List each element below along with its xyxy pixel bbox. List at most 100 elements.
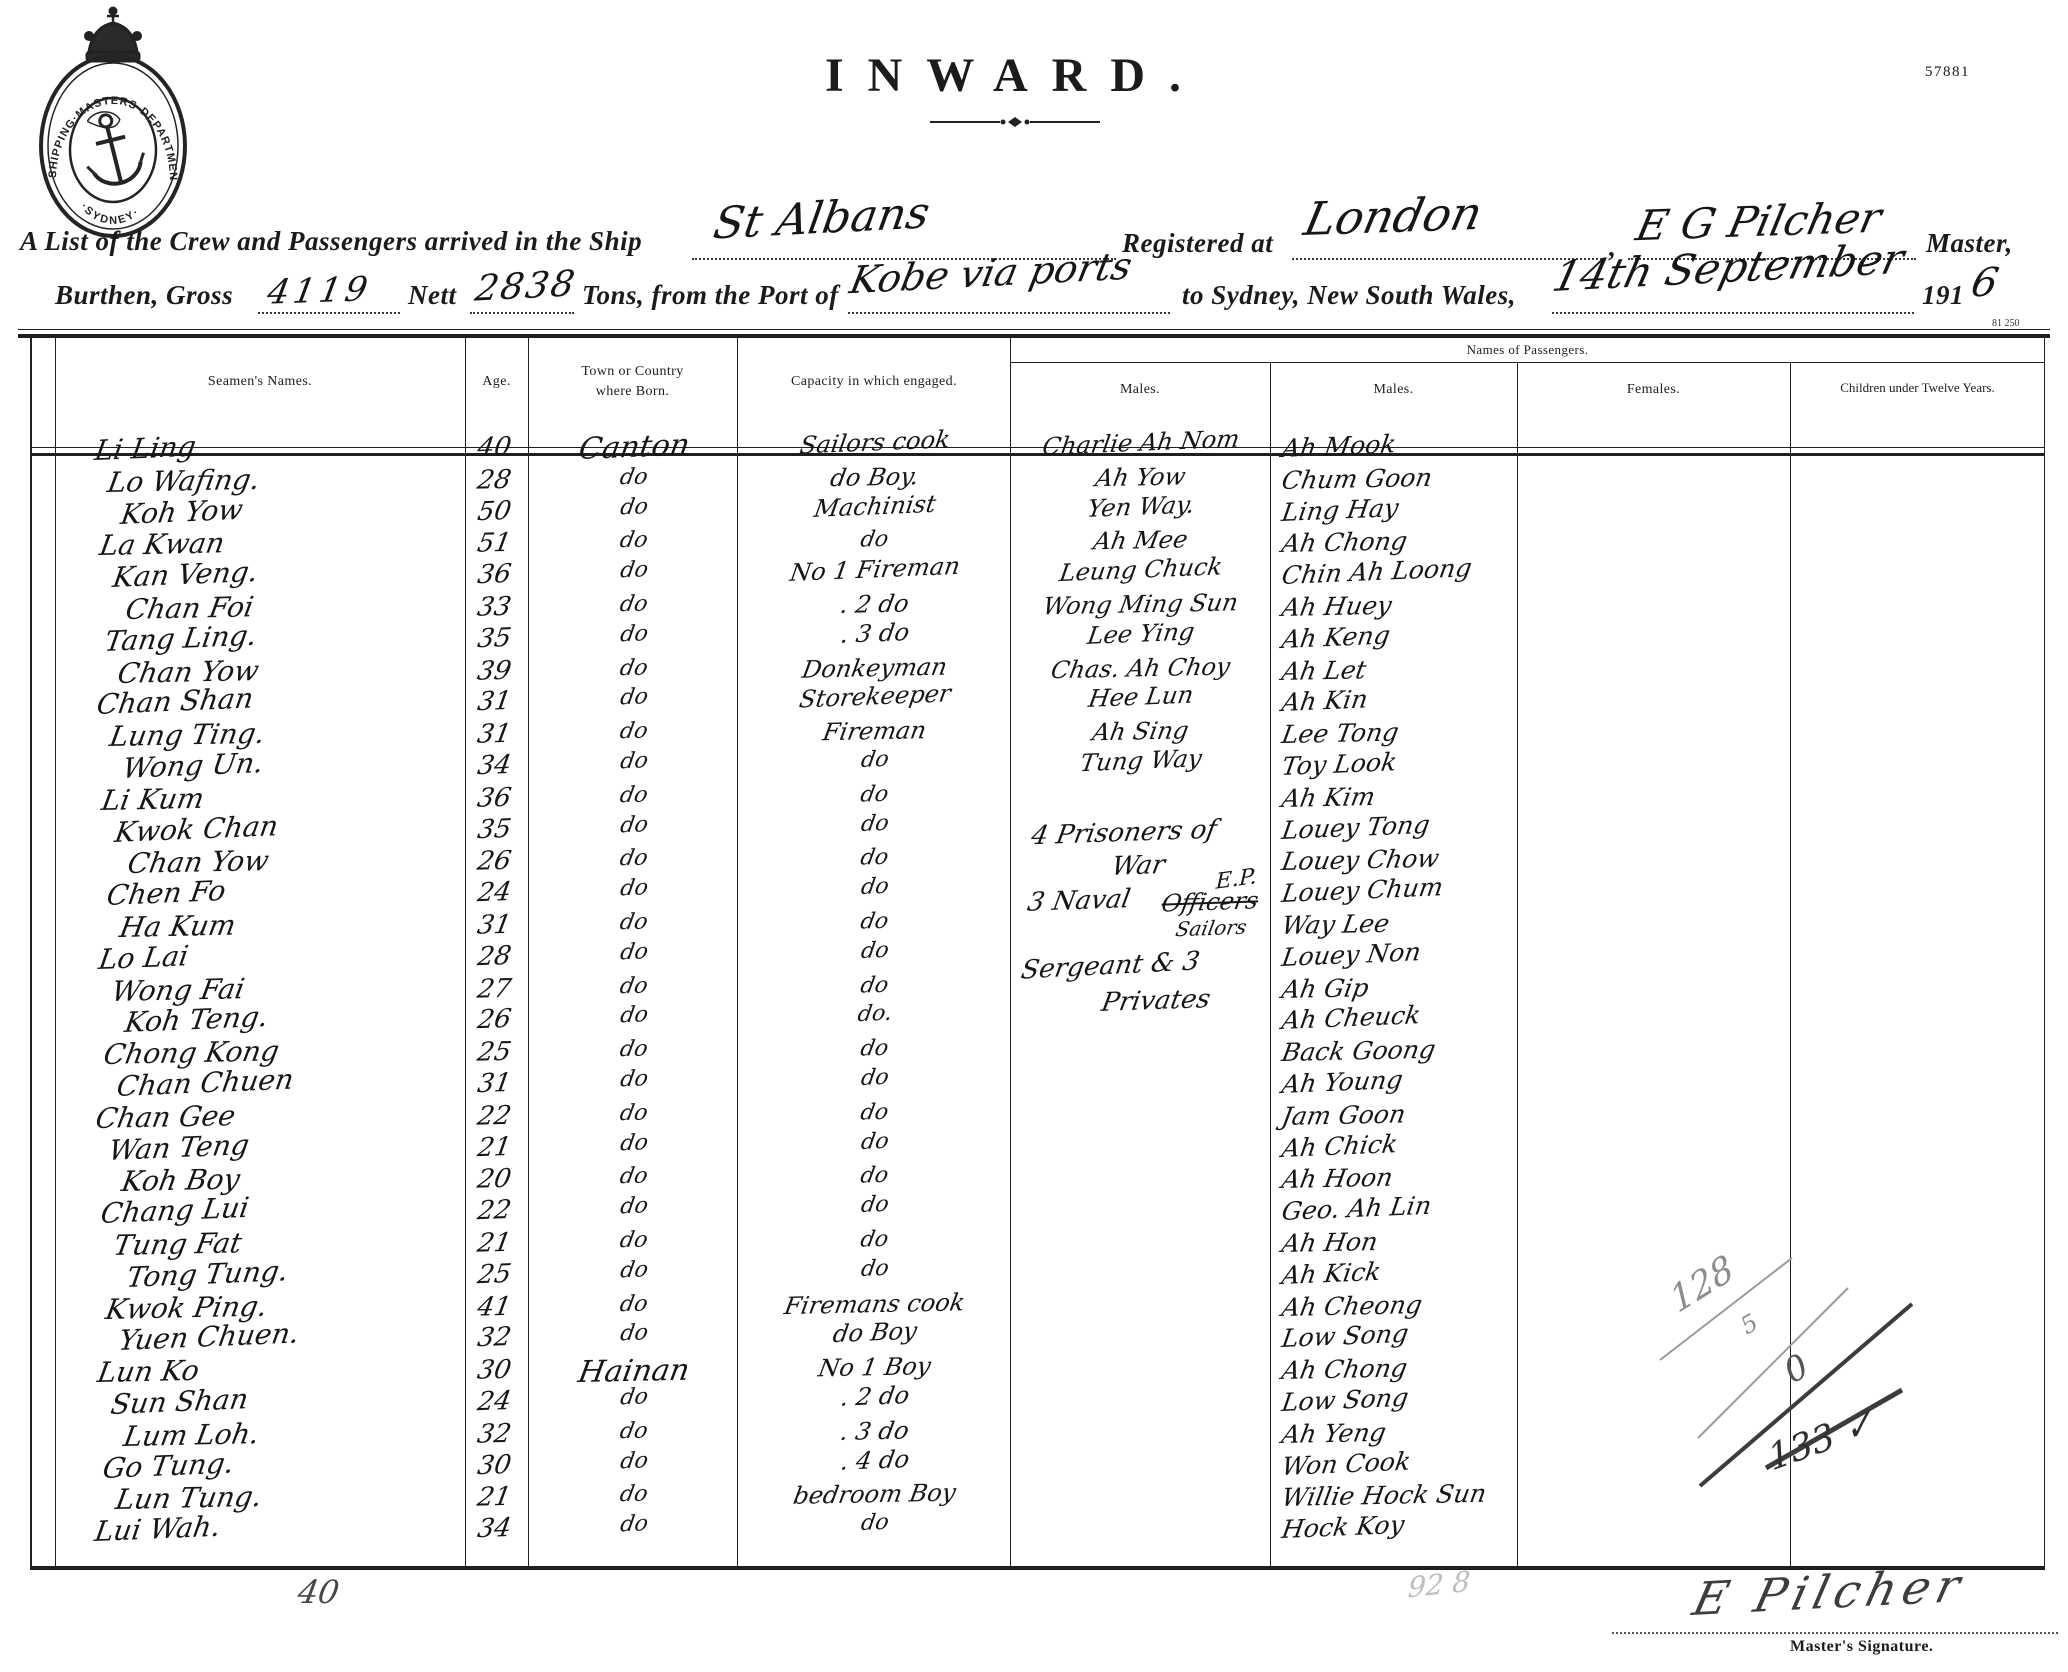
birthplace: do [618,1256,650,1284]
column-header-children: Children under Twelve Years. [1840,380,1995,395]
registered-at-handwritten: London [1299,185,1488,247]
birthplace: do [618,1481,650,1508]
birthplace: do [618,1511,650,1538]
passenger-male-col1: Ah Mee [1091,525,1190,556]
capacity-engaged: No 1 Fireman [788,552,963,588]
capacity-engaged: . 2 do [838,589,912,619]
birthplace: do [618,1291,650,1317]
passenger-male-col1: Wong Ming Sun [1040,588,1241,621]
capacity-engaged: do [858,781,891,808]
capacity-engaged: . 3 do [838,617,912,649]
passenger-male-col2: Chum Goon [1279,462,1435,495]
passenger-male-col2: Louey Tong [1279,809,1432,845]
birthplace: do [618,718,650,745]
passenger-male-col2: Ah Kim [1279,781,1378,813]
naval-officers-struck-out: Officers [1159,886,1261,918]
prisoners-of-war-note-line2: War [1109,850,1168,882]
birthplace: do [618,620,650,648]
port-blank-line [848,312,1170,314]
page-title: INWARD. [824,49,1205,102]
seaman-age: 22 [475,1195,514,1227]
passenger-male-col2: Lee Tong [1279,717,1402,750]
passenger-male-col1: Ah Yow [1093,462,1188,493]
passenger-male-col2: Chin Ah Loong [1279,553,1474,591]
capacity-engaged: do [859,1192,891,1219]
passenger-male-col2: Ah Yeng [1279,1417,1389,1449]
seaman-age: 30 [475,1449,514,1481]
capacity-engaged: do [859,937,891,964]
prisoners-of-war-note-line1: 4 Prisoners of [1028,814,1219,852]
gross-tons-blank-line [258,312,400,314]
passenger-male-col2: Hock Koy [1279,1510,1407,1545]
passenger-male-col2: Geo. Ah Lin [1279,1190,1434,1227]
passenger-male-col1: Hee Lun [1086,680,1196,714]
column-header-age: Age. [482,374,511,389]
column-header-names-of-passengers: Names of Passengers. [1466,342,1589,357]
passenger-male-col2: Ah Cheuck [1279,1000,1423,1036]
birthplace: do [618,1163,650,1190]
capacity-engaged: Fireman [820,716,929,747]
birthplace: do [618,684,650,711]
birthplace: do [618,782,650,808]
birthplace: do [618,1227,650,1254]
column-header-females: Females. [1626,382,1681,397]
master-signature-handwritten: E Pilcher [1687,1558,1972,1626]
passenger-male-col2: Toy Look [1279,747,1399,781]
arrival-date-handwritten: 14th September [1548,234,1909,301]
passenger-male-col2: Ah Gip [1279,972,1372,1004]
header-line1-label: A List of the Crew and Passengers arrive… [20,226,643,256]
capacity-engaged: do [859,1255,891,1282]
birthplace: do [618,748,650,775]
capacity-engaged: do [858,972,891,999]
seaman-age: 36 [475,559,514,591]
passenger-male-col1: Tung Way [1078,744,1204,778]
passenger-male-col2: Louey Chow [1279,844,1442,877]
capacity-engaged: do Boy [831,1317,920,1349]
faint-pencil-mark: 92 8 [1407,1564,1472,1605]
passenger-male-col2: Ah Young [1279,1065,1405,1099]
capacity-engaged: do [859,1064,891,1091]
birthplace: do [618,1129,650,1156]
capacity-engaged: do [858,1099,891,1126]
birthplace: do [618,1036,650,1063]
passenger-male-col1: Leung Chuck [1057,552,1225,588]
capacity-engaged: Firemans cook [782,1287,968,1320]
master-signature-label: Master's Signature. [1790,1638,1934,1655]
capacity-engaged: bedroom Boy [791,1478,959,1511]
naval-sailors-correction: Sailors [1173,914,1249,942]
year-printed: 191 [1922,280,1964,310]
birthplace: do [618,1066,650,1093]
seaman-name: Li Ling [92,429,199,467]
capacity-engaged: do [859,1510,891,1537]
passenger-male-col2: Ah Kin [1279,684,1370,718]
birthplace: do [618,493,650,520]
registered-at-blank-line [1292,258,1602,260]
passenger-male-col2: Ah Cheong [1279,1289,1425,1322]
column-header-males-2: Males. [1373,382,1414,397]
column-header-capacity: Capacity in which engaged. [791,374,957,389]
passenger-male-col2: Ah Chong [1279,526,1410,559]
capacity-engaged: do [858,1163,891,1189]
capacity-engaged: do [859,874,891,901]
birthplace: Canton [576,427,693,468]
passenger-male-col2: Louey Chum [1279,872,1446,909]
passenger-male-col2: Ah Kick [1279,1256,1383,1290]
birthplace: do [618,527,650,554]
birthplace: do [618,938,650,966]
ship-name-handwritten: St Albans [709,187,934,250]
birthplace: do [618,875,650,902]
passenger-male-col2: Willie Hock Sun [1279,1479,1489,1513]
column-header-seamens-names: Seamen's Names. [207,374,313,389]
column-header-born-line1: Town or Country [581,364,684,379]
capacity-engaged: do [858,908,891,935]
birthplace: do [618,1002,650,1029]
passenger-male-col2: Won Cook [1279,1446,1413,1481]
master-name-blank-line [1628,258,1916,260]
passenger-male-col1: Lee Ying [1085,617,1197,650]
birthplace: do [618,1418,650,1444]
birthplace: do [618,557,650,584]
birthplace: do [618,591,650,618]
nett-label: Nett [408,280,457,310]
seaman-age: 31 [475,1067,514,1100]
pencil-tally-strokes-icon [1659,1257,1914,1488]
